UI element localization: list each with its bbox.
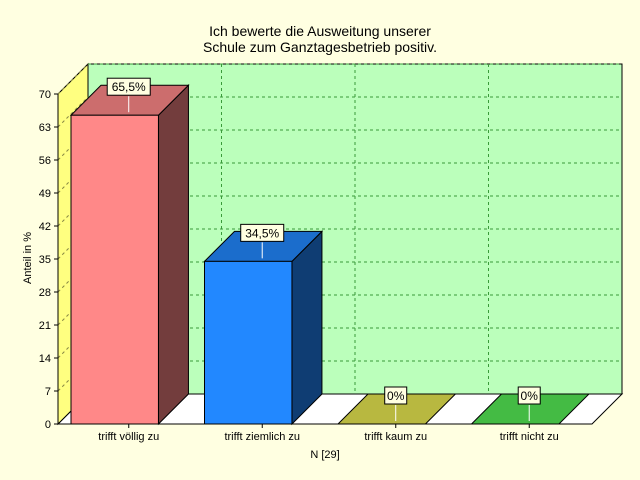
- bar-front: [70, 114, 159, 425]
- chart-title-line-2: Schule zum Ganztagesbetrieb positiv.: [203, 39, 437, 55]
- data-label-text: 0%: [387, 389, 405, 403]
- y-tick-label: 14: [39, 353, 51, 365]
- y-tick-label: 35: [39, 254, 51, 266]
- y-tick-label: 28: [39, 287, 51, 299]
- x-category-label: trifft nicht zu: [500, 431, 559, 443]
- gridline-wall: [57, 129, 89, 161]
- data-label-box: [517, 386, 541, 405]
- gridline-wall: [57, 360, 89, 392]
- y-tick-label: 49: [39, 188, 51, 200]
- x-category-label: trifft ziemlich zu: [224, 431, 300, 443]
- gridline-wall: [57, 261, 89, 293]
- data-label: 34,5%: [240, 223, 285, 259]
- bar: [203, 230, 324, 426]
- x-category-label: trifft völlig zu: [98, 431, 159, 443]
- data-label-box: [106, 77, 151, 96]
- x-axis-label: N [29]: [310, 449, 339, 461]
- y-tick-label: 21: [39, 320, 51, 332]
- y-tick-label: 42: [39, 221, 51, 233]
- bar: [69, 84, 190, 426]
- gridline-wall: [57, 228, 89, 260]
- gridline-wall: [57, 294, 89, 326]
- data-label-text: 65,5%: [112, 80, 146, 94]
- chart-title-line-1: Ich bewerte die Ausweitung unserer: [209, 23, 431, 39]
- x-category-label: trifft kaum zu: [364, 431, 427, 443]
- bar: [470, 393, 591, 425]
- gridline-wall: [57, 327, 89, 359]
- bar-side: [291, 230, 323, 426]
- data-label-box: [240, 223, 285, 242]
- bar-flat: [470, 393, 591, 425]
- bar-flat: [336, 393, 457, 425]
- data-label: 0%: [517, 386, 541, 421]
- data-label-text: 0%: [521, 389, 539, 403]
- y-axis-label: Anteil in %: [22, 232, 34, 284]
- data-label-text: 34,5%: [245, 226, 279, 240]
- gridline-wall: [57, 162, 89, 194]
- gridline-wall: [57, 63, 89, 95]
- data-label: 0%: [384, 386, 408, 421]
- bar-side: [157, 84, 189, 426]
- bar: [336, 393, 457, 425]
- y-tick-label: 63: [39, 122, 51, 134]
- data-label: 65,5%: [106, 77, 151, 113]
- gridline-wall: [57, 96, 89, 128]
- y-tick-label: 56: [39, 155, 51, 167]
- data-label-box: [384, 386, 408, 405]
- y-tick-label: 7: [45, 386, 51, 398]
- y-tick-label: 0: [45, 419, 51, 431]
- bar-front: [204, 260, 293, 425]
- y-tick-label: 70: [39, 89, 51, 101]
- gridline-wall: [57, 195, 89, 227]
